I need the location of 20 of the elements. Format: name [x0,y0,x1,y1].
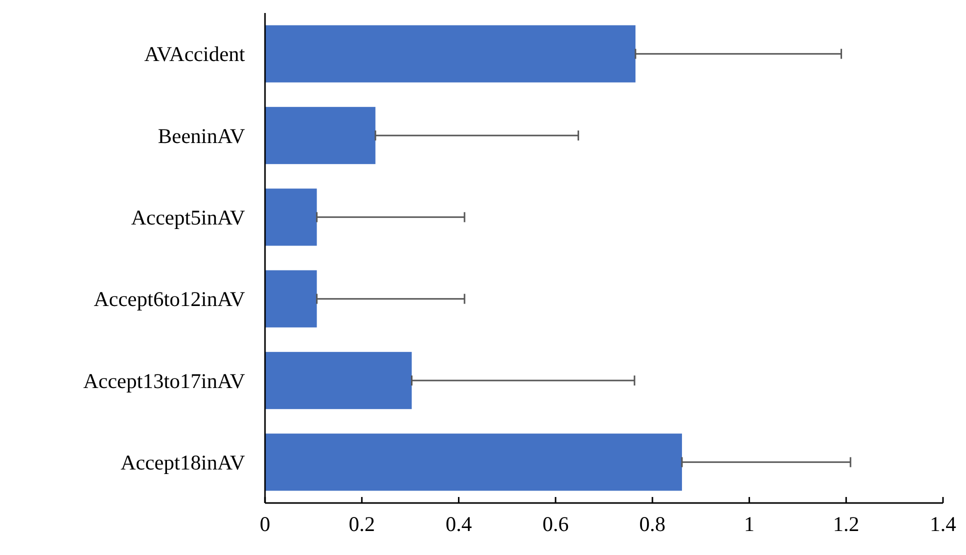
bar [265,25,636,82]
y-tick-label: Accept13to17inAV [83,368,245,393]
bar [265,434,682,491]
y-tick-label: AVAccident [144,42,246,66]
x-tick-label: 0.2 [348,512,375,536]
x-tick-label: 0.4 [446,512,472,536]
y-tick-label: Accept6to12inAV [94,287,245,312]
bar [265,352,412,410]
y-tick-label: Accept5inAV [131,206,245,230]
x-tick-label: 1.2 [833,512,860,536]
bar [265,106,376,164]
x-tick-label: 0.8 [639,512,666,536]
x-tick-label: 0 [260,512,270,536]
y-tick-label: BeeninAV [158,124,245,148]
y-tick-label: Accept18inAV [120,450,245,475]
bar [265,188,317,246]
bar [265,270,317,328]
x-tick-label: 1 [744,512,755,536]
x-tick-label: 1.4 [930,512,957,536]
x-tick-label: 0.6 [542,512,569,536]
